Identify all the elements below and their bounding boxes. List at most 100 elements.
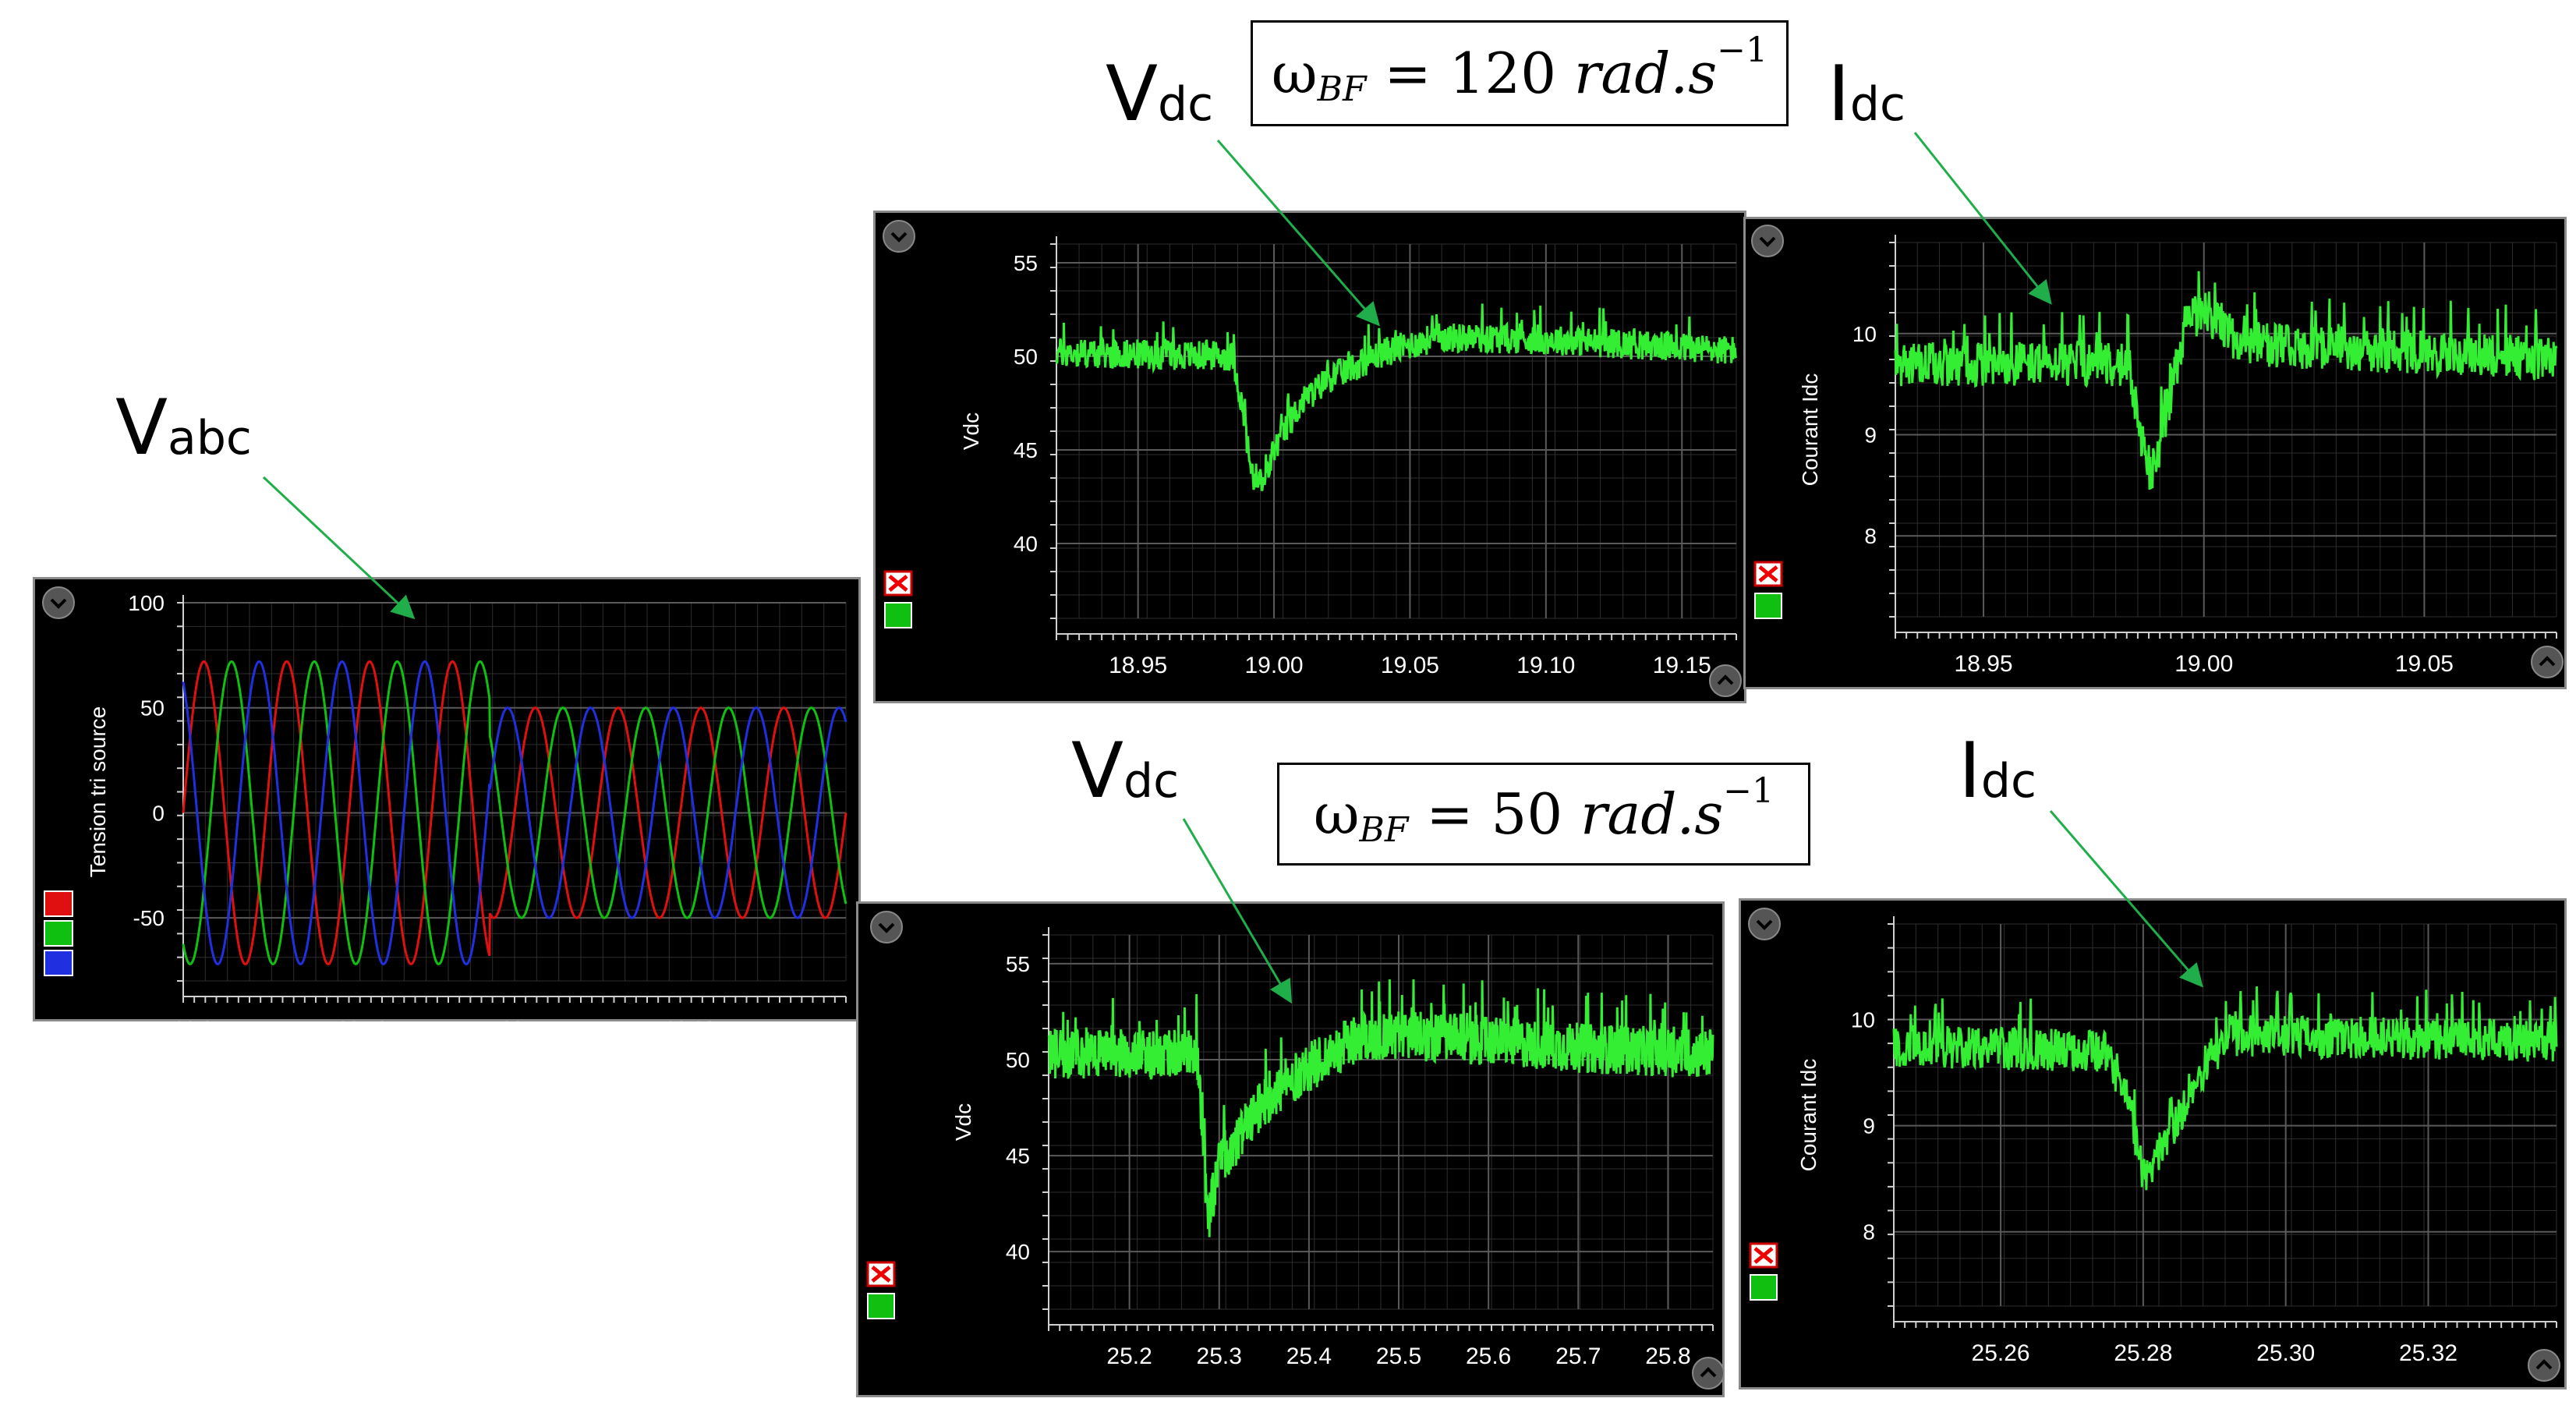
formula-bottom-unit: rad.s: [1580, 781, 1724, 847]
vdc-top-series-line: [1055, 303, 1738, 491]
vdc-bottom-xtick-label: 25.3: [1197, 1344, 1242, 1369]
idc-bottom-xtick-label: 25.32: [2399, 1340, 2457, 1366]
vdc-top-collapse-button-chevron: [890, 232, 908, 243]
idc-bottom-xtick-label: 25.28: [2114, 1340, 2172, 1366]
vdc-top-ylabel: Vdc: [959, 412, 983, 450]
vabc-legend-swatch-blue[interactable]: [44, 950, 73, 976]
idc-bottom-legend-swatch[interactable]: [1750, 1274, 1778, 1301]
vdc-bottom-ylabel: Vdc: [951, 1103, 975, 1141]
idc-bottom-collapse-button-chevron: [1756, 919, 1773, 930]
vdc-bottom-xtick-label: 25.7: [1555, 1344, 1601, 1369]
idc-top-xtick-label: 19.05: [2395, 651, 2454, 677]
vdc-bottom-xtick-label: 25.6: [1466, 1344, 1511, 1369]
idc-top-series-line: [1894, 271, 2558, 490]
idc-top-label-sub: dc: [1849, 77, 1905, 132]
vdc-top-ytick-label: 50: [1014, 345, 1038, 369]
vabc-chart: 100 50 0 -50 Tension tri source 20.65 20.70 20.…: [42, 586, 847, 1024]
vabc-series-green: [182, 660, 847, 965]
idc-bottom-expand-button-chevron: [2535, 1359, 2553, 1370]
vdc-bottom-xtick-label: 25.2: [1106, 1344, 1152, 1369]
vabc-ytick-label: 100: [128, 591, 165, 615]
vabc-legend[interactable]: [44, 890, 73, 976]
vdc-top-xtick-label: 19.05: [1381, 653, 1439, 678]
vdc-top-legend[interactable]: [883, 570, 913, 628]
vabc-label: Vabc: [115, 390, 252, 466]
idc-bottom-label-main: I: [1959, 727, 1981, 816]
vdc-top-xtick-label: 19.00: [1245, 653, 1304, 678]
vdc-bottom-ytick-label: 50: [1006, 1048, 1030, 1072]
vdc-top-legend-close-x: [888, 575, 908, 592]
vdc-bottom-collapse-button[interactable]: [870, 911, 903, 943]
formula-top-unit: rad.s: [1573, 41, 1718, 106]
vabc-ytick-label: 0: [152, 801, 165, 825]
vdc-bottom-expand-button[interactable]: [1692, 1357, 1725, 1390]
vdc-top-legend-swatch[interactable]: [884, 602, 912, 628]
idc-top-xtick-label: 19.00: [2174, 651, 2233, 677]
idc-top-ytick-label: 10: [1852, 322, 1877, 346]
formula-bottom-box: ω BF = 50 rad.s −1: [1277, 763, 1810, 866]
idc-bottom-expand-button[interactable]: [2528, 1349, 2560, 1382]
formula-top-sub: BF: [1317, 69, 1367, 109]
vdc-top-expand-button-chevron: [1717, 674, 1734, 685]
idc-top-legend-close[interactable]: [1753, 561, 1783, 587]
idc-top-ytick-label: 9: [1864, 423, 1877, 447]
vdc-top-ytick-label: 55: [1014, 251, 1038, 275]
formula-top-eq: = 120: [1366, 41, 1574, 106]
vdc-top-chart: 55 50 45 40 18.95 19.00 19.05 19.10 19.15 Vdc: [883, 220, 1742, 697]
idc-top-chart: 10 9 8 18.95 19.00 19.05 Courant Idc: [1751, 225, 2564, 678]
idc-top-xtick-label: 18.95: [1955, 651, 2013, 677]
vabc-collapse-button-chevron: [50, 598, 67, 609]
vdc-top-label-sub: dc: [1158, 77, 1214, 132]
formula-top-exp: −1: [1717, 30, 1768, 70]
formula-top-omega: ω: [1271, 41, 1318, 106]
idc-bottom-collapse-button-bg: [1748, 908, 1781, 940]
vdc-top-ytick-label: 40: [1014, 532, 1038, 556]
idc-bottom-label-sub: dc: [1980, 754, 2036, 809]
idc-bottom-ytick-label: 8: [1863, 1220, 1875, 1244]
idc-bottom-legend[interactable]: [1749, 1242, 1778, 1301]
vdc-bottom-expand-button-chevron: [1700, 1367, 1717, 1378]
idc-bottom-label: Idc: [1959, 733, 2036, 809]
idc-bottom-xtick-label: 25.30: [2256, 1340, 2315, 1366]
vabc-collapse-button-bg: [42, 586, 75, 619]
idc-bottom-legend-close-x: [1753, 1247, 1774, 1264]
vdc-bottom-xtick-label: 25.4: [1286, 1344, 1332, 1369]
vdc-bottom-legend-swatch[interactable]: [867, 1293, 895, 1319]
vdc-bottom-xtick-label: 25.5: [1376, 1344, 1421, 1369]
idc-bottom-grid: [1893, 923, 2557, 1307]
vdc-top-expand-button-bg: [1709, 664, 1742, 697]
idc-top-legend[interactable]: [1753, 561, 1783, 619]
idc-top-expand-button-bg: [2531, 646, 2564, 678]
idc-top-expand-button[interactable]: [2531, 646, 2564, 678]
vdc-bottom-ytick-label: 45: [1006, 1144, 1030, 1168]
vdc-bottom-legend[interactable]: [866, 1261, 896, 1319]
vdc-bottom-ytick-label: 40: [1006, 1240, 1030, 1264]
vabc-xtick-label-cut: 20.75: [501, 1017, 551, 1024]
idc-top-chart-panel: 10 9 8 18.95 19.00 19.05 Courant Idc: [1743, 217, 2567, 689]
vdc-top-xtick-label: 19.15: [1653, 653, 1711, 678]
vdc-bottom-grid: [1048, 934, 1714, 1310]
idc-top-expand-button-chevron: [2539, 656, 2556, 667]
idc-top-legend-swatch[interactable]: [1754, 593, 1782, 619]
vdc-top-collapse-button[interactable]: [883, 220, 915, 253]
formula-bottom-eq: = 50: [1408, 781, 1581, 847]
vdc-bottom-label: Vdc: [1071, 733, 1179, 809]
vabc-series-red: [182, 660, 847, 965]
idc-top-collapse-button[interactable]: [1751, 225, 1784, 257]
vdc-top-collapse-button-bg: [883, 220, 915, 253]
vabc-label-main: V: [115, 384, 168, 473]
vabc-xtick-label-cut: 20.65: [173, 1017, 224, 1024]
idc-bottom-collapse-button[interactable]: [1748, 908, 1781, 940]
vabc-legend-swatch-green[interactable]: [44, 920, 73, 947]
idc-bottom-chart: 10 9 8 25.26 25.28 25.30 25.32 Courant Idc: [1748, 908, 2560, 1382]
idc-top-grid: [1895, 242, 2557, 618]
idc-top-legend-close-x: [1758, 565, 1778, 582]
vdc-bottom-collapse-button-bg: [870, 911, 903, 943]
vdc-top-grid: [1056, 243, 1737, 619]
idc-top-label-main: I: [1828, 50, 1850, 139]
idc-top-ytick-label: 8: [1864, 524, 1877, 548]
vabc-collapse-button[interactable]: [42, 586, 75, 619]
vdc-top-expand-button[interactable]: [1709, 664, 1742, 697]
vdc-top-chart-panel: 55 50 45 40 18.95 19.00 19.05 19.10 19.15 Vdc: [873, 211, 1746, 703]
vabc-legend-swatch-red[interactable]: [44, 890, 73, 917]
